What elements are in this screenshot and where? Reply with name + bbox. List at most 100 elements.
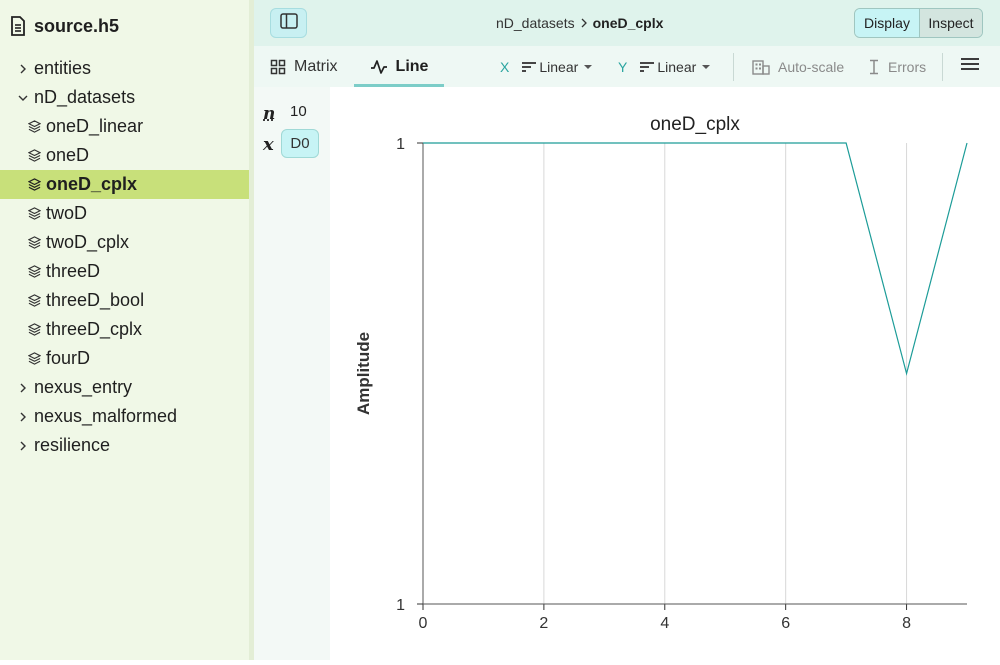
tab-label: Matrix	[294, 58, 338, 76]
dataset-layers-icon	[28, 294, 42, 308]
dataset-layers-icon	[28, 120, 42, 134]
breadcrumb-current: oneD_cplx	[593, 15, 664, 31]
sidebar: source.h5 entities nD_datasets oneD_line…	[0, 0, 249, 660]
toolbar-divider	[733, 53, 734, 81]
autoscale-toggle[interactable]: Auto-scale	[752, 46, 844, 87]
tree-item-threed[interactable]: threeD	[0, 257, 249, 286]
tree-label: nexus_malformed	[34, 406, 177, 427]
chevron-down-icon	[16, 91, 30, 105]
chart-title: oneD_cplx	[650, 114, 740, 135]
dim-d0-button[interactable]: D0	[281, 129, 319, 158]
x-axis-letter: X	[500, 59, 509, 75]
chevron-right-icon	[16, 381, 30, 395]
y-scale-select[interactable]: Y Linear	[618, 46, 710, 87]
line-chart-icon	[370, 59, 388, 75]
x-scale-value: Linear	[539, 59, 578, 75]
dataset-layers-icon	[28, 207, 42, 221]
tree-label: oneD_linear	[46, 116, 143, 137]
breadcrumb-parent[interactable]: nD_datasets	[496, 15, 575, 31]
tree-label: twoD_cplx	[46, 232, 129, 253]
file-icon	[10, 16, 28, 36]
x-tick-label: 2	[539, 615, 548, 632]
tree-group-nd-datasets[interactable]: nD_datasets	[0, 83, 249, 112]
x-scale-select[interactable]: X Linear	[500, 46, 592, 87]
dimension-mapper: n 10 x D0	[254, 87, 330, 660]
sort-lines-icon	[639, 61, 655, 73]
tree-label: resilience	[34, 435, 110, 456]
grid-icon	[270, 59, 286, 75]
x-tick-label: 6	[781, 615, 790, 632]
dataset-layers-icon	[28, 178, 42, 192]
x-tick-label: 4	[660, 615, 669, 632]
tree-group-nexus-entry[interactable]: nexus_entry	[0, 373, 249, 402]
series-line	[423, 143, 967, 374]
chevron-right-icon	[580, 18, 588, 28]
chevron-right-icon	[16, 410, 30, 424]
dim-n-label: n	[263, 104, 275, 124]
tree-item-oned-cplx[interactable]: oneD_cplx	[0, 170, 249, 199]
dim-n-value: 10	[290, 103, 307, 120]
toolbar-divider	[942, 53, 943, 81]
tree-item-threed-bool[interactable]: threeD_bool	[0, 286, 249, 315]
tree-label: oneD_cplx	[46, 174, 137, 195]
y-axis-label: Amplitude	[354, 332, 373, 415]
tree-item-twod[interactable]: twoD	[0, 199, 249, 228]
file-name: source.h5	[34, 16, 119, 37]
visualization-toolbar: Matrix Line X Linear Y Linear Auto-scale…	[254, 46, 1000, 87]
hamburger-icon	[961, 57, 979, 76]
line-chart: 0 2 4 6 8 1 1 oneD_cplx Amplitude	[330, 87, 1000, 660]
y-tick-label: 1	[396, 597, 405, 614]
caret-down-icon	[702, 65, 710, 69]
tree-label: threeD_bool	[46, 290, 144, 311]
errors-label: Errors	[888, 59, 926, 75]
tree-group-nexus-malformed[interactable]: nexus_malformed	[0, 402, 249, 431]
tab-matrix[interactable]: Matrix	[270, 46, 338, 87]
tree-label: threeD_cplx	[46, 319, 142, 340]
dataset-layers-icon	[28, 149, 42, 163]
display-mode-button[interactable]: Display	[855, 9, 919, 37]
tree-label: twoD	[46, 203, 87, 224]
tree-group-resilience[interactable]: resilience	[0, 431, 249, 460]
tab-line[interactable]: Line	[354, 46, 444, 87]
tree-label: threeD	[46, 261, 100, 282]
breadcrumb: nD_datasets oneD_cplx	[496, 0, 663, 46]
dataset-layers-icon	[28, 265, 42, 279]
sort-lines-icon	[521, 61, 537, 73]
top-bar: nD_datasets oneD_cplx Display Inspect	[254, 0, 1000, 46]
file-title[interactable]: source.h5	[10, 12, 119, 40]
tree-item-threed-cplx[interactable]: threeD_cplx	[0, 315, 249, 344]
y-scale-value: Linear	[657, 59, 696, 75]
tree-group-entities[interactable]: entities	[0, 54, 249, 83]
y-tick-label: 1	[396, 136, 405, 153]
tab-label: Line	[396, 58, 429, 76]
tree-item-twod-cplx[interactable]: twoD_cplx	[0, 228, 249, 257]
chevron-right-icon	[16, 439, 30, 453]
dim-x-label: x	[263, 134, 274, 155]
dataset-layers-icon	[28, 352, 42, 366]
errors-toggle[interactable]: Errors	[868, 46, 926, 87]
tree-label: fourD	[46, 348, 90, 369]
inspect-mode-button[interactable]: Inspect	[919, 9, 982, 37]
y-axis-letter: Y	[618, 59, 627, 75]
dataset-layers-icon	[28, 236, 42, 250]
x-tick-label: 0	[419, 615, 428, 632]
tree-label: oneD	[46, 145, 89, 166]
sidebar-toggle-button[interactable]	[270, 8, 307, 38]
tree-item-oned[interactable]: oneD	[0, 141, 249, 170]
tree-item-fourd[interactable]: fourD	[0, 344, 249, 373]
tree-label: nD_datasets	[34, 87, 135, 108]
sidebar-panel-icon	[280, 13, 298, 34]
chart-canvas[interactable]: 0 2 4 6 8 1 1 oneD_cplx Amplitude	[330, 87, 1000, 660]
tree-label: entities	[34, 58, 91, 79]
x-tick-label: 8	[902, 615, 911, 632]
mode-toggle: Display Inspect	[854, 8, 983, 38]
building-icon	[752, 59, 770, 75]
error-bar-icon	[868, 59, 880, 75]
hamburger-menu-button[interactable]	[960, 56, 980, 76]
caret-down-icon	[584, 65, 592, 69]
tree-item-onED-linear[interactable]: oneD_linear	[0, 112, 249, 141]
autoscale-label: Auto-scale	[778, 59, 844, 75]
dataset-layers-icon	[28, 323, 42, 337]
tree-label: nexus_entry	[34, 377, 132, 398]
chevron-right-icon	[16, 62, 30, 76]
